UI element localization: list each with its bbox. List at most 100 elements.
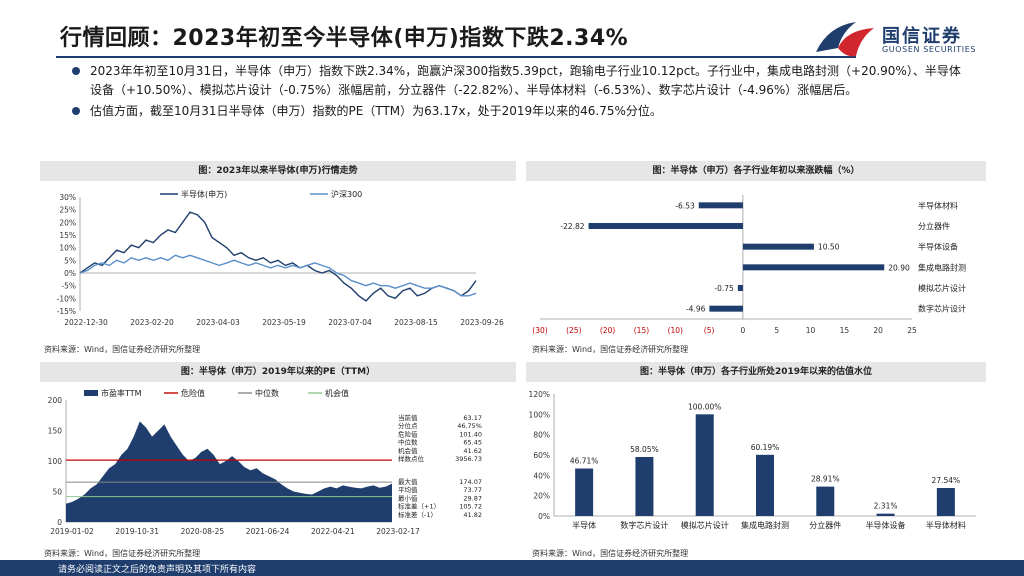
bar bbox=[575, 468, 594, 516]
data-label: 60.19% bbox=[751, 443, 780, 452]
stat-value: 73.77 bbox=[463, 486, 482, 494]
y-tick-label: 20% bbox=[533, 492, 550, 501]
category-label: 半导体设备 bbox=[866, 520, 906, 530]
stat-label: 标准差（+1） bbox=[398, 502, 440, 511]
category-label: 数字芯片设计 bbox=[620, 520, 668, 530]
bullet-text: 2023年年初至10月31日，半导体（申万）指数下跌2.34%，跑赢沪深300指… bbox=[90, 64, 961, 97]
x-tick-label: 2022-12-30 bbox=[64, 318, 108, 327]
stat-value: 105.72 bbox=[459, 503, 482, 511]
y-tick-label: 25% bbox=[59, 206, 76, 215]
x-tick-label: (30) bbox=[532, 326, 547, 335]
bar bbox=[698, 202, 743, 209]
x-tick-label: 2023-08-15 bbox=[394, 318, 438, 327]
source-note: 资料来源：Wind，国信证券经济研究所整理 bbox=[44, 549, 201, 558]
stat-label: 危险值 bbox=[398, 429, 418, 438]
x-tick-label: 20 bbox=[873, 326, 883, 335]
bar bbox=[695, 414, 714, 516]
x-tick-label: (15) bbox=[634, 326, 649, 335]
valuation-level-chart: 120% 100% 80% 60% 40% 20% 0% 46.71% 半导体 58.05% 数字芯… bbox=[529, 390, 976, 530]
title-divider bbox=[56, 56, 856, 58]
data-label: -4.96 bbox=[686, 305, 706, 314]
x-tick-label: 2023-04-03 bbox=[196, 318, 240, 327]
y-tick-label: 20% bbox=[59, 218, 76, 227]
legend-swatch bbox=[84, 390, 98, 396]
stat-label: 标准差（-1） bbox=[398, 510, 437, 519]
category-label: 分立器件 bbox=[918, 221, 950, 231]
x-tick-label: 0 bbox=[741, 326, 746, 335]
stat-label: 中位数 bbox=[398, 438, 418, 447]
category-label: 半导体材料 bbox=[918, 200, 958, 210]
y-tick-label: 5% bbox=[64, 256, 76, 265]
y-tick-label: 15% bbox=[59, 231, 76, 240]
x-tick-label: 2021-06-24 bbox=[246, 527, 290, 536]
x-tick-label: 2023-09-26 bbox=[460, 318, 504, 327]
x-tick-label: (20) bbox=[600, 326, 615, 335]
data-label: 46.71% bbox=[570, 457, 599, 466]
legend-label: 中位数 bbox=[255, 388, 279, 398]
footer-disclaimer: 请务必阅读正文之后的免责声明及其项下所有内容 bbox=[58, 565, 257, 575]
x-tick-label: 2023-05-19 bbox=[262, 318, 306, 327]
x-tick-label: 2023-02-17 bbox=[376, 527, 420, 536]
legend-label: 半导体(申万) bbox=[181, 189, 227, 199]
data-label: -6.53 bbox=[675, 201, 695, 210]
x-tick-label: 2019-10-31 bbox=[115, 527, 159, 536]
price-trend-chart: 30% 25% 20% 15% 10% 5% 0% -5% -10% -15% 2022-12-30… bbox=[57, 189, 504, 327]
category-label: 半导体设备 bbox=[918, 242, 958, 252]
x-tick-label: 2023-02-20 bbox=[130, 318, 174, 327]
logo-text-cn: 国信证券 bbox=[882, 26, 962, 47]
y-tick-label: -5% bbox=[61, 282, 76, 291]
x-tick-label: 25 bbox=[907, 326, 917, 335]
legend-label: 危险值 bbox=[181, 388, 205, 398]
panel-title-pe: 图：半导体（申万）2019年以来的PE（TTM） bbox=[40, 362, 516, 382]
x-tick-label: 15 bbox=[840, 326, 850, 335]
bar bbox=[742, 243, 814, 250]
legend-label: 沪深300 bbox=[331, 189, 362, 199]
bar bbox=[756, 454, 774, 516]
category-label: 集成电路封测 bbox=[918, 262, 966, 272]
stat-value: 101.40 bbox=[459, 430, 482, 438]
stat-label: 最小值 bbox=[398, 493, 418, 502]
data-label: -0.75 bbox=[714, 284, 734, 293]
bar bbox=[737, 285, 743, 291]
x-tick-label: (10) bbox=[668, 326, 683, 335]
x-tick-label: 2022-04-21 bbox=[311, 527, 355, 536]
data-label: 20.90 bbox=[888, 263, 910, 272]
bar bbox=[816, 486, 835, 516]
y-tick-label: 10% bbox=[59, 244, 76, 253]
bar bbox=[742, 264, 885, 271]
y-tick-label: -15% bbox=[57, 307, 76, 316]
page-title: 行情回顾：2023年初至今半导体(申万)指数下跌2.34% bbox=[60, 26, 629, 51]
y-tick-label: 100% bbox=[529, 410, 550, 419]
y-tick-label: 50 bbox=[52, 488, 62, 497]
company-logo: 国信证券 GUOSEN SECURITIES bbox=[812, 18, 1017, 62]
category-label: 半导体 bbox=[572, 520, 596, 530]
category-label: 数字芯片设计 bbox=[918, 304, 966, 314]
category-label: 模拟芯片设计 bbox=[918, 283, 966, 293]
stat-label: 最大值 bbox=[398, 477, 418, 486]
bullet-text: 估值方面，截至10月31日半导体（申万）指数的PE（TTM）为63.17x，处于… bbox=[90, 104, 662, 118]
source-note: 资料来源：Wind，国信证券经济研究所整理 bbox=[532, 345, 689, 354]
bar bbox=[876, 513, 895, 516]
bullet-item: 2023年年初至10月31日，半导体（申万）指数下跌2.34%，跑赢沪深300指… bbox=[72, 62, 972, 100]
bar bbox=[709, 305, 743, 312]
category-label: 模拟芯片设计 bbox=[681, 520, 729, 530]
stat-value: 65.45 bbox=[463, 439, 482, 447]
y-tick-label: 0% bbox=[64, 269, 76, 278]
x-tick-label: 2023-07-04 bbox=[328, 318, 372, 327]
bullet-dot-icon bbox=[72, 107, 80, 115]
bar bbox=[588, 223, 743, 229]
logo-mark-icon bbox=[816, 22, 874, 57]
y-tick-label: 200 bbox=[48, 396, 63, 405]
panel-title-price-trend: 图：2023年以来半导体(申万)行情走势 bbox=[40, 161, 516, 181]
category-label: 集成电路封测 bbox=[741, 520, 789, 530]
data-label: 2.31% bbox=[874, 502, 898, 511]
y-tick-label: 120% bbox=[529, 390, 550, 399]
y-tick-label: 80% bbox=[533, 431, 550, 440]
x-tick-label: 5 bbox=[774, 326, 779, 335]
x-tick-label: (25) bbox=[566, 326, 581, 335]
y-tick-label: 30% bbox=[59, 193, 76, 202]
stat-value: 63.17 bbox=[463, 414, 482, 422]
legend-label: 市盈率TTM bbox=[101, 388, 142, 398]
stat-value: 174.07 bbox=[459, 478, 482, 486]
stat-value: 46.75% bbox=[457, 422, 482, 430]
